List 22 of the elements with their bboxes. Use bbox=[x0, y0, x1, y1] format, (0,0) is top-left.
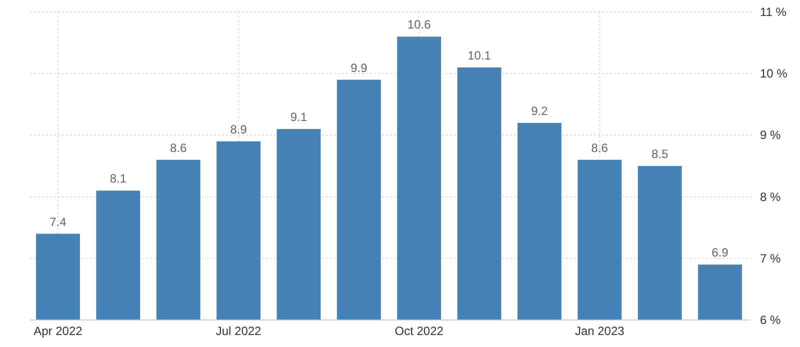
y-tick-label: 10 % bbox=[760, 66, 788, 81]
x-tick-label: Oct 2022 bbox=[394, 324, 444, 338]
x-tick-label: Jul 2022 bbox=[216, 324, 262, 338]
y-tick-label: 7 % bbox=[760, 251, 782, 266]
data-label: 8.5 bbox=[651, 147, 668, 161]
data-label: 10.1 bbox=[468, 48, 492, 62]
y-tick-label: 8 % bbox=[760, 190, 782, 204]
data-label: 9.9 bbox=[350, 60, 368, 75]
data-label: 7.4 bbox=[50, 214, 67, 229]
data-label: 8.1 bbox=[110, 172, 127, 186]
data-label: 8.9 bbox=[230, 122, 248, 136]
x-tick-label: Apr 2022 bbox=[34, 324, 83, 338]
y-tick-label: 9 % bbox=[760, 128, 782, 142]
y-tick-label: 11 % bbox=[760, 5, 787, 19]
data-label: 8.6 bbox=[170, 140, 188, 155]
data-label: 10.6 bbox=[407, 18, 432, 32]
data-label: 6.9 bbox=[712, 246, 729, 260]
data-label: 8.6 bbox=[591, 140, 608, 155]
y-tick-label: 6 % bbox=[760, 313, 782, 327]
x-tick-label: Jan 2023 bbox=[574, 324, 625, 338]
data-label: 9.2 bbox=[531, 104, 548, 118]
data-label: 9.1 bbox=[290, 110, 308, 124]
